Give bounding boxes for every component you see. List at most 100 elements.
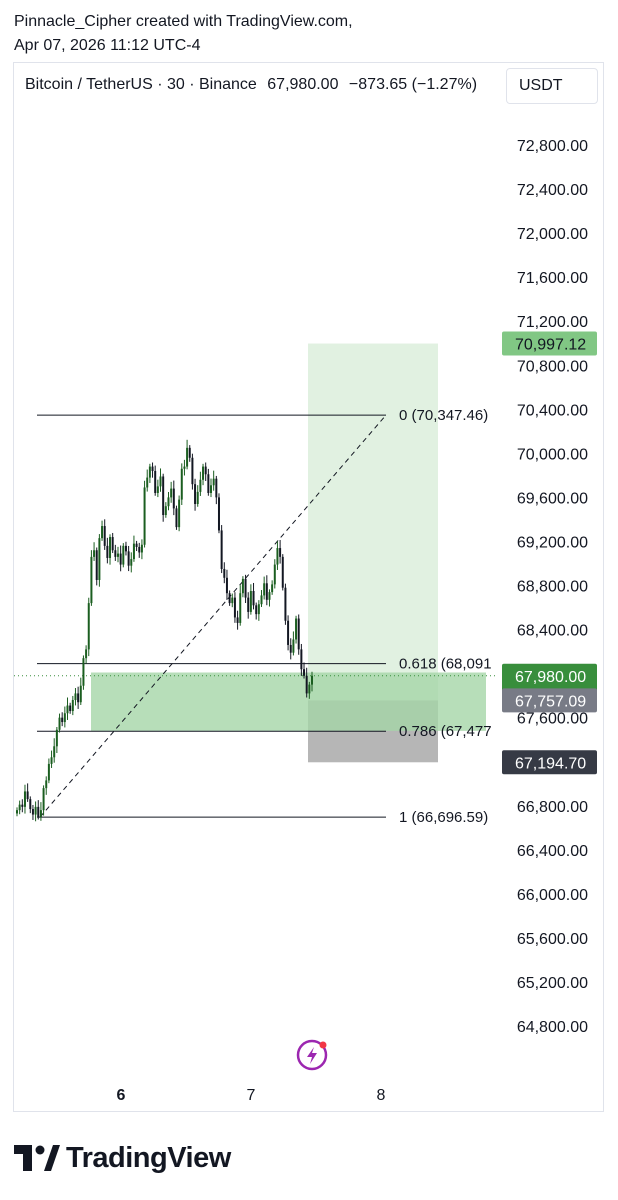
candles-layer (16, 439, 313, 822)
candle-body (119, 553, 122, 565)
candle-body (47, 763, 50, 781)
price-tick-label: 72,800.00 (517, 138, 588, 155)
price-tick-label: 66,800.00 (517, 799, 588, 816)
candle-body (257, 604, 260, 615)
price-tick-label: 69,600.00 (517, 490, 588, 507)
candle-body (55, 729, 58, 747)
candle-body (268, 592, 271, 600)
candle-body (42, 788, 45, 811)
candle-body (231, 597, 234, 604)
candle-body (31, 809, 34, 815)
price-tick-label: 65,200.00 (517, 975, 588, 992)
candle-body (16, 810, 18, 814)
candle-body (95, 550, 98, 580)
price-tick-label: 67,600.00 (517, 711, 588, 728)
candle-body (215, 478, 218, 498)
chart-attribution: Pinnacle_Cipher created with TradingView… (14, 10, 353, 58)
attribution-date: Apr 07, 2026 11:12 UTC-4 (14, 37, 201, 54)
candle-body (292, 639, 295, 653)
long-position-target-zone (308, 343, 438, 701)
candle-body (23, 791, 26, 807)
tradingview-logo[interactable]: TradingView (14, 1140, 231, 1176)
candle-body (63, 713, 66, 723)
candle-body (82, 658, 85, 686)
candle-body (154, 470, 157, 493)
candle-body (98, 538, 101, 580)
candle-body (271, 584, 274, 593)
price-tick-label: 70,000.00 (517, 446, 588, 463)
candle-body (74, 693, 77, 701)
price-tick-label: 71,200.00 (517, 314, 588, 331)
candle-body (241, 578, 244, 594)
candle-body (101, 526, 104, 539)
chart-frame (13, 62, 604, 1112)
candle-body (263, 583, 266, 596)
candle-body (183, 466, 186, 469)
price-label-text: 67,757.09 (515, 693, 586, 710)
candle-body (202, 466, 205, 480)
fib-level-label: 0.618 (68,091 (399, 656, 492, 673)
price-label-text: 67,980.00 (515, 669, 586, 686)
candle-body (287, 620, 290, 645)
candle-body (159, 476, 162, 487)
candle-body (207, 474, 210, 493)
tradingview-logo-icon (14, 1145, 60, 1171)
candle-body (191, 457, 194, 485)
candle-body (167, 497, 170, 507)
fib-layer: 0 (70,347.46) 0.618 (68,091 0.786 (67,477 1… (14, 407, 497, 826)
candle-body (244, 578, 247, 598)
candle-body (180, 468, 183, 500)
candle-body (69, 705, 72, 712)
candle-body (223, 568, 226, 578)
symbol-label[interactable]: Bitcoin / TetherUS · 30 · Binance (25, 76, 257, 93)
candle-body (58, 717, 61, 730)
time-tick-label: 8 (377, 1087, 386, 1104)
demand-zone (91, 672, 486, 731)
candle-body (79, 685, 82, 703)
fib-level-label: 0.786 (67,477 (399, 723, 492, 740)
candle-body (265, 583, 268, 600)
price-change: −873.65 (−1.27%) (348, 76, 478, 93)
candle-body (276, 548, 279, 565)
candle-body (188, 447, 191, 458)
price-tick-label: 69,200.00 (517, 534, 588, 551)
candle-body (85, 649, 88, 659)
candle-body (303, 669, 306, 676)
candle-body (249, 591, 252, 612)
candle-body (247, 597, 250, 612)
candle-body (252, 591, 255, 606)
candle-body (217, 497, 220, 531)
price-tick-label: 70,800.00 (517, 358, 588, 375)
candle-body (148, 466, 151, 478)
price-tick-label: 70,400.00 (517, 402, 588, 419)
candle-body (114, 550, 117, 557)
time-axis: 6 7 8 (117, 1087, 386, 1104)
price-tick-label: 68,400.00 (517, 623, 588, 640)
chart-header: Bitcoin / TetherUS · 30 · Binance 67,980… (25, 74, 483, 96)
candle-body (146, 477, 149, 488)
candle-body (37, 806, 40, 817)
candle-body (162, 476, 165, 516)
candle-body (116, 553, 119, 557)
candle-body (279, 548, 282, 557)
candle-body (175, 508, 178, 528)
fib-level-label: 1 (66,696.59) (399, 809, 488, 826)
candle-body (199, 479, 202, 492)
candle-body (151, 466, 154, 471)
candle-body (210, 485, 213, 493)
price-chart[interactable]: 0 (70,347.46) 0.618 (68,091 0.786 (67,477 1… (0, 0, 618, 1130)
candle-body (135, 543, 138, 547)
replay-icon[interactable] (296, 1039, 328, 1071)
candle-body (186, 447, 189, 467)
candle-body (225, 577, 228, 594)
price-tick-label: 72,000.00 (517, 226, 588, 243)
candle-body (90, 556, 93, 604)
candle-body (18, 804, 21, 811)
candle-body (194, 484, 197, 505)
candle-body (103, 526, 106, 546)
fib-trend-line (39, 414, 387, 818)
currency-button[interactable]: USDT (506, 68, 598, 104)
candle-body (71, 700, 74, 712)
tradingview-logo-text: TradingView (66, 1141, 231, 1174)
candle-body (295, 618, 298, 640)
